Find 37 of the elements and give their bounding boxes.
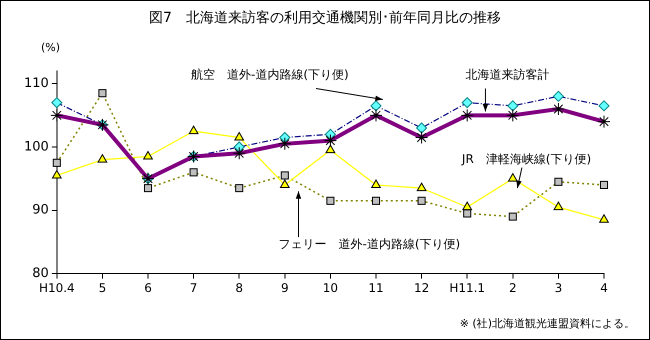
y-tick-label: 80 <box>32 266 49 281</box>
point <box>188 126 198 134</box>
x-tick-label: 5 <box>98 280 106 295</box>
x-tick-label: 6 <box>144 280 152 295</box>
x-tick-label: 10 <box>322 280 338 295</box>
point <box>371 179 381 188</box>
y-tick-label: 110 <box>24 76 49 92</box>
series-label: 北海道来訪客計 <box>465 68 550 82</box>
x-tick-label: 9 <box>280 280 289 295</box>
x-tick-label: 7 <box>190 280 198 295</box>
point <box>508 173 518 182</box>
x-tick-label: H10.4 <box>38 280 75 295</box>
x-tick-label: 11 <box>368 280 384 295</box>
y-tick-label: 100 <box>24 139 49 154</box>
x-tick-label: 12 <box>414 280 430 295</box>
point <box>143 150 153 160</box>
point <box>462 202 472 210</box>
y-axis-title: (%) <box>41 41 60 54</box>
point <box>416 182 426 192</box>
point <box>554 202 564 210</box>
text: ※ (社)北海道観光連盟資料による。 <box>460 316 635 331</box>
x-tick-label: 2 <box>508 280 517 295</box>
y-tick-label: 90 <box>32 202 49 218</box>
series-label: JR 津軽海峡線(下り便) <box>460 152 592 166</box>
chart-title: 図7 北海道来訪客の利用交通機関別･前年同月比の推移 <box>148 9 502 27</box>
x-tick-label: H11.1 <box>449 280 486 295</box>
x-tick-label: 4 <box>600 280 608 295</box>
point <box>98 154 108 163</box>
series-label: フェリー 道外-道内路線(下り便) <box>278 237 460 252</box>
text: 航空 道外-道内路線(下り便) <box>191 68 349 82</box>
point <box>280 179 290 188</box>
point <box>326 144 336 154</box>
x-tick-label: 3 <box>554 280 562 295</box>
point <box>234 132 244 140</box>
point <box>52 170 62 178</box>
point <box>599 214 609 223</box>
x-tick-label: 8 <box>235 280 244 295</box>
